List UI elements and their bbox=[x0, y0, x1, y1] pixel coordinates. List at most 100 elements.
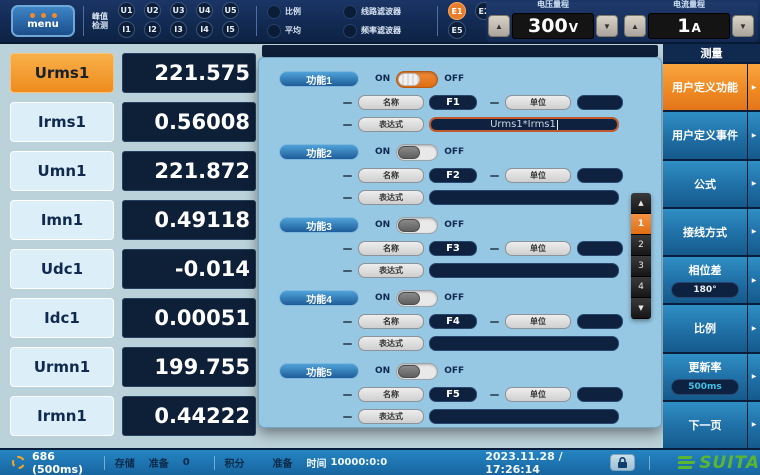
divider bbox=[83, 6, 84, 36]
measurement-label[interactable]: Irms1 bbox=[10, 102, 114, 142]
name-field[interactable]: F4 bbox=[429, 314, 477, 329]
expression-button[interactable]: 表达式 bbox=[358, 190, 424, 205]
measurement-label[interactable]: Umn1 bbox=[10, 151, 114, 191]
sidebar-item-user-defined-event[interactable]: 用户定义事件 ▶ bbox=[663, 110, 760, 159]
name-field[interactable]: F3 bbox=[429, 241, 477, 256]
function-3-button[interactable]: 功能3 bbox=[279, 217, 359, 233]
line-filter-lamp-icon bbox=[343, 4, 357, 19]
unit-field[interactable] bbox=[577, 314, 623, 329]
unit-field[interactable] bbox=[577, 241, 623, 256]
sidebar-item-formula[interactable]: 公式 ▶ bbox=[663, 158, 760, 207]
connector-dash bbox=[343, 320, 352, 323]
element-e1[interactable]: E1 bbox=[448, 2, 466, 20]
channel-i1[interactable]: I1 bbox=[118, 21, 135, 38]
page-1-button[interactable]: 1 bbox=[631, 214, 651, 235]
measurement-label[interactable]: Urmn1 bbox=[10, 347, 114, 387]
on-label: ON bbox=[375, 74, 391, 84]
function-3-toggle[interactable] bbox=[396, 216, 439, 234]
function-5-block: 功能5 ON OFF 名称 F5 单位 表达式 bbox=[259, 362, 661, 433]
page-3-button[interactable]: 3 bbox=[631, 256, 651, 277]
measurement-label[interactable]: Imn1 bbox=[10, 200, 114, 240]
connector-dash bbox=[490, 101, 499, 104]
measurement-value: 0.00051 bbox=[122, 298, 256, 338]
name-button[interactable]: 名称 bbox=[358, 95, 424, 110]
name-button[interactable]: 名称 bbox=[358, 314, 424, 329]
current-range-up-button[interactable]: ▲ bbox=[624, 15, 646, 37]
sidebar-item-next-page[interactable]: 下一页 ▶ bbox=[663, 399, 760, 448]
menu-button[interactable]: menu bbox=[11, 5, 75, 37]
expression-button[interactable]: 表达式 bbox=[358, 409, 424, 424]
sidebar-item-phase-difference[interactable]: 相位差 180° ▶ bbox=[663, 255, 760, 304]
on-label: ON bbox=[375, 366, 391, 376]
function-5-button[interactable]: 功能5 bbox=[279, 363, 359, 379]
off-label: OFF bbox=[444, 74, 465, 84]
channel-i4[interactable]: I4 bbox=[196, 21, 213, 38]
lock-button[interactable] bbox=[609, 454, 636, 471]
channel-u2[interactable]: U2 bbox=[144, 2, 161, 19]
unit-button[interactable]: 单位 bbox=[505, 314, 571, 329]
channel-u4[interactable]: U4 bbox=[196, 2, 213, 19]
storage-label: 存储 bbox=[114, 459, 135, 470]
channel-u5[interactable]: U5 bbox=[222, 2, 239, 19]
unit-field[interactable] bbox=[577, 95, 623, 110]
current-range-down-button[interactable]: ▼ bbox=[732, 15, 754, 37]
measurement-row-irms1: Irms1 0.56008 bbox=[0, 102, 260, 142]
line-filter-indicator[interactable]: 线路滤波器 bbox=[343, 2, 429, 21]
function-2-button[interactable]: 功能2 bbox=[279, 144, 359, 160]
page-down-button[interactable]: ▼ bbox=[631, 298, 651, 319]
name-button[interactable]: 名称 bbox=[358, 168, 424, 183]
current-range-display: 1 A bbox=[648, 13, 730, 39]
element-e5[interactable]: E5 bbox=[448, 21, 466, 39]
expression-button[interactable]: 表达式 bbox=[358, 336, 424, 351]
channel-u3[interactable]: U3 bbox=[170, 2, 187, 19]
unit-button[interactable]: 单位 bbox=[505, 241, 571, 256]
channel-i5[interactable]: I5 bbox=[222, 21, 239, 38]
name-field[interactable]: F5 bbox=[429, 387, 477, 402]
text-cursor bbox=[556, 119, 558, 130]
expression-field[interactable] bbox=[429, 409, 619, 424]
page-4-button[interactable]: 4 bbox=[631, 277, 651, 298]
channel-i2[interactable]: I2 bbox=[144, 21, 161, 38]
unit-button[interactable]: 单位 bbox=[505, 168, 571, 183]
function-2-toggle[interactable] bbox=[396, 143, 439, 161]
range-panel: 电压量程 ▲ 300 V ▼ 电流量程 ▲ 1 A ▼ bbox=[486, 0, 758, 42]
measurement-label[interactable]: Irmn1 bbox=[10, 396, 114, 436]
expression-field[interactable] bbox=[429, 190, 619, 205]
measurement-label[interactable]: Idc1 bbox=[10, 298, 114, 338]
function-1-button[interactable]: 功能1 bbox=[279, 71, 359, 87]
function-4-toggle[interactable] bbox=[396, 289, 439, 307]
name-field[interactable]: F2 bbox=[429, 168, 477, 183]
average-indicator[interactable]: 平均 bbox=[267, 21, 339, 40]
unit-button[interactable]: 单位 bbox=[505, 387, 571, 402]
name-button[interactable]: 名称 bbox=[358, 241, 424, 256]
expression-button[interactable]: 表达式 bbox=[358, 263, 424, 278]
channel-i3[interactable]: I3 bbox=[170, 21, 187, 38]
name-button[interactable]: 名称 bbox=[358, 387, 424, 402]
function-4-button[interactable]: 功能4 bbox=[279, 290, 359, 306]
sidebar-item-ratio[interactable]: 比例 ▶ bbox=[663, 303, 760, 352]
function-5-toggle[interactable] bbox=[396, 362, 439, 380]
expression-field[interactable] bbox=[429, 336, 619, 351]
freq-filter-indicator[interactable]: 频率滤波器 bbox=[343, 21, 429, 40]
function-1-toggle[interactable] bbox=[396, 70, 439, 88]
voltage-range-down-button[interactable]: ▼ bbox=[596, 15, 618, 37]
expression-button[interactable]: 表达式 bbox=[358, 117, 424, 132]
page-up-button[interactable]: ▲ bbox=[631, 193, 651, 214]
sidebar-item-update-rate[interactable]: 更新率 500ms ▶ bbox=[663, 351, 760, 400]
unit-button[interactable]: 单位 bbox=[505, 95, 571, 110]
lock-icon bbox=[617, 456, 627, 468]
expression-field[interactable]: Urms1*Irms1 bbox=[429, 117, 619, 132]
unit-field[interactable] bbox=[577, 387, 623, 402]
ratio-indicator[interactable]: 比例 bbox=[267, 2, 339, 21]
name-field[interactable]: F1 bbox=[429, 95, 477, 110]
unit-field[interactable] bbox=[577, 168, 623, 183]
integration-state: 准备 bbox=[272, 459, 293, 470]
voltage-range-up-button[interactable]: ▲ bbox=[488, 15, 510, 37]
page-2-button[interactable]: 2 bbox=[631, 235, 651, 256]
measurement-label[interactable]: Urms1 bbox=[10, 53, 114, 93]
measurement-label[interactable]: Udc1 bbox=[10, 249, 114, 289]
sidebar-item-wiring-method[interactable]: 接线方式 ▶ bbox=[663, 206, 760, 255]
expression-field[interactable] bbox=[429, 263, 619, 278]
sidebar-item-user-defined-function[interactable]: 用户定义功能 ▶ bbox=[663, 62, 760, 111]
channel-u1[interactable]: U1 bbox=[118, 2, 135, 19]
